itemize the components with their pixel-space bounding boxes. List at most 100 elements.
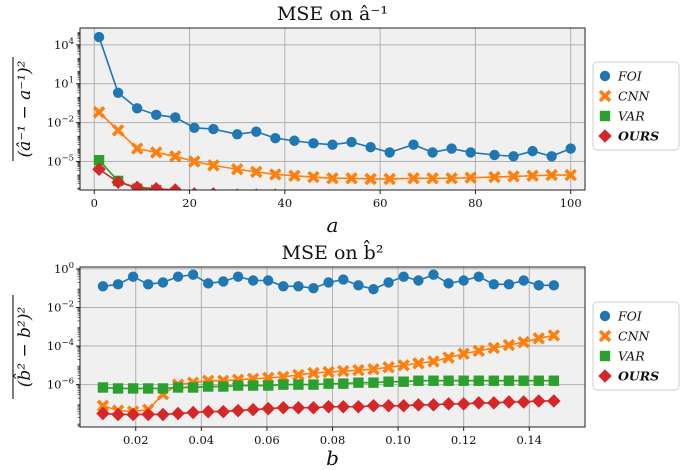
- data-point-var: [488, 375, 500, 386]
- legend: FOI CNN VAR OURS: [592, 301, 680, 391]
- legend-box: [592, 61, 680, 151]
- data-point-foi: [232, 271, 244, 282]
- data-point-var: [458, 375, 469, 386]
- data-point-cnn: [188, 155, 201, 168]
- data-point-ours: [366, 399, 381, 413]
- data-point-cnn: [457, 347, 470, 360]
- data-point-foi: [338, 274, 349, 285]
- x-tick-label: 0.06: [254, 433, 280, 447]
- data-point-cnn: [526, 169, 539, 182]
- series-layer: [92, 31, 577, 211]
- data-point-cnn: [545, 168, 558, 182]
- data-point-cnn: [472, 344, 485, 358]
- data-point-cnn: [345, 172, 358, 185]
- data-point-cnn: [352, 363, 365, 377]
- data-point-foi: [270, 132, 281, 144]
- data-point-var: [473, 375, 484, 386]
- data-point-ours: [231, 403, 245, 418]
- x-tick-label: 0: [91, 196, 98, 210]
- data-point-foi: [365, 142, 376, 153]
- data-point-var: [172, 382, 184, 393]
- data-point-ours: [216, 404, 231, 419]
- data-point-foi: [247, 275, 259, 286]
- data-point-foi: [408, 139, 419, 150]
- data-point-var: [308, 198, 318, 208]
- data-point-var: [143, 383, 154, 394]
- data-point-foi: [488, 279, 500, 290]
- y-tick-label: 104: [54, 37, 74, 52]
- data-point-cnn: [307, 366, 320, 380]
- x-tick-label: 0.12: [451, 433, 477, 447]
- x-tick-label: 100: [560, 196, 582, 210]
- x-tick-label: 0.08: [320, 433, 346, 447]
- data-point-ours: [326, 190, 340, 204]
- data-point-foi: [473, 271, 484, 282]
- data-point-ours: [321, 399, 336, 414]
- data-point-ours: [313, 189, 314, 190]
- data-point-ours: [261, 401, 275, 416]
- data-point-foi: [308, 283, 319, 294]
- data-point-cnn: [517, 335, 530, 349]
- y-tick-label: 10−2: [47, 299, 74, 314]
- legend: FOI CNN VAR OURS: [592, 61, 680, 151]
- data-point-cnn: [445, 172, 458, 185]
- data-point-foi: [518, 275, 529, 286]
- data-point-foi: [428, 269, 439, 280]
- data-point-cnn: [92, 106, 106, 119]
- legend-label-foi: FOI: [617, 309, 643, 324]
- data-point-foi: [465, 147, 476, 158]
- data-point-foi: [127, 271, 139, 282]
- data-point-cnn: [322, 365, 335, 379]
- data-point-cnn: [442, 351, 455, 364]
- data-point-cnn: [111, 124, 125, 137]
- data-point-foi: [548, 280, 560, 291]
- data-point-ours: [201, 404, 215, 419]
- data-point-cnn: [250, 165, 263, 179]
- data-point-ours: [149, 181, 163, 190]
- data-point-foi: [172, 271, 184, 282]
- data-point-cnn: [269, 168, 282, 181]
- data-point-ours: [92, 162, 106, 177]
- data-point-var: [413, 375, 424, 386]
- data-point-foi: [384, 147, 395, 158]
- data-point-var: [533, 375, 544, 386]
- data-point-var: [353, 377, 364, 388]
- data-point-cnn: [488, 170, 501, 184]
- legend-marker-var: [599, 110, 611, 122]
- legend-marker-foi: [599, 310, 611, 322]
- data-point-var: [408, 199, 418, 209]
- data-point-foi: [508, 151, 519, 162]
- data-point-foi: [327, 139, 338, 150]
- x-tick-label: 0.14: [516, 433, 542, 447]
- y-tick-label: 10−4: [47, 338, 74, 353]
- legend-marker-cnn: [598, 329, 612, 343]
- data-point-foi: [93, 31, 105, 43]
- x-axis-label: a: [327, 213, 339, 237]
- x-tick-label: 0.10: [385, 433, 411, 447]
- data-point-ours: [456, 397, 471, 411]
- data-point-ours: [411, 398, 426, 412]
- data-point-cnn: [382, 361, 395, 374]
- data-point-ours: [336, 399, 351, 414]
- data-point-cnn: [464, 171, 477, 184]
- data-point-cnn: [364, 172, 377, 186]
- data-point-ours: [407, 190, 421, 204]
- data-point-var: [247, 380, 259, 391]
- data-point-var: [308, 379, 319, 390]
- data-point-var: [527, 201, 537, 211]
- data-point-var: [293, 379, 304, 390]
- data-point-ours: [516, 395, 531, 409]
- data-point-cnn: [96, 399, 110, 413]
- data-point-foi: [157, 277, 169, 288]
- data-point-ours: [502, 395, 516, 409]
- data-point-var: [327, 198, 337, 208]
- data-point-ours: [111, 407, 125, 422]
- data-point-var: [127, 383, 139, 394]
- data-point-foi: [251, 126, 262, 137]
- data-point-foi: [170, 112, 181, 123]
- axes-frame: [79, 27, 586, 191]
- data-point-foi: [263, 275, 274, 286]
- data-point-ours: [526, 193, 540, 207]
- data-point-var: [346, 199, 356, 209]
